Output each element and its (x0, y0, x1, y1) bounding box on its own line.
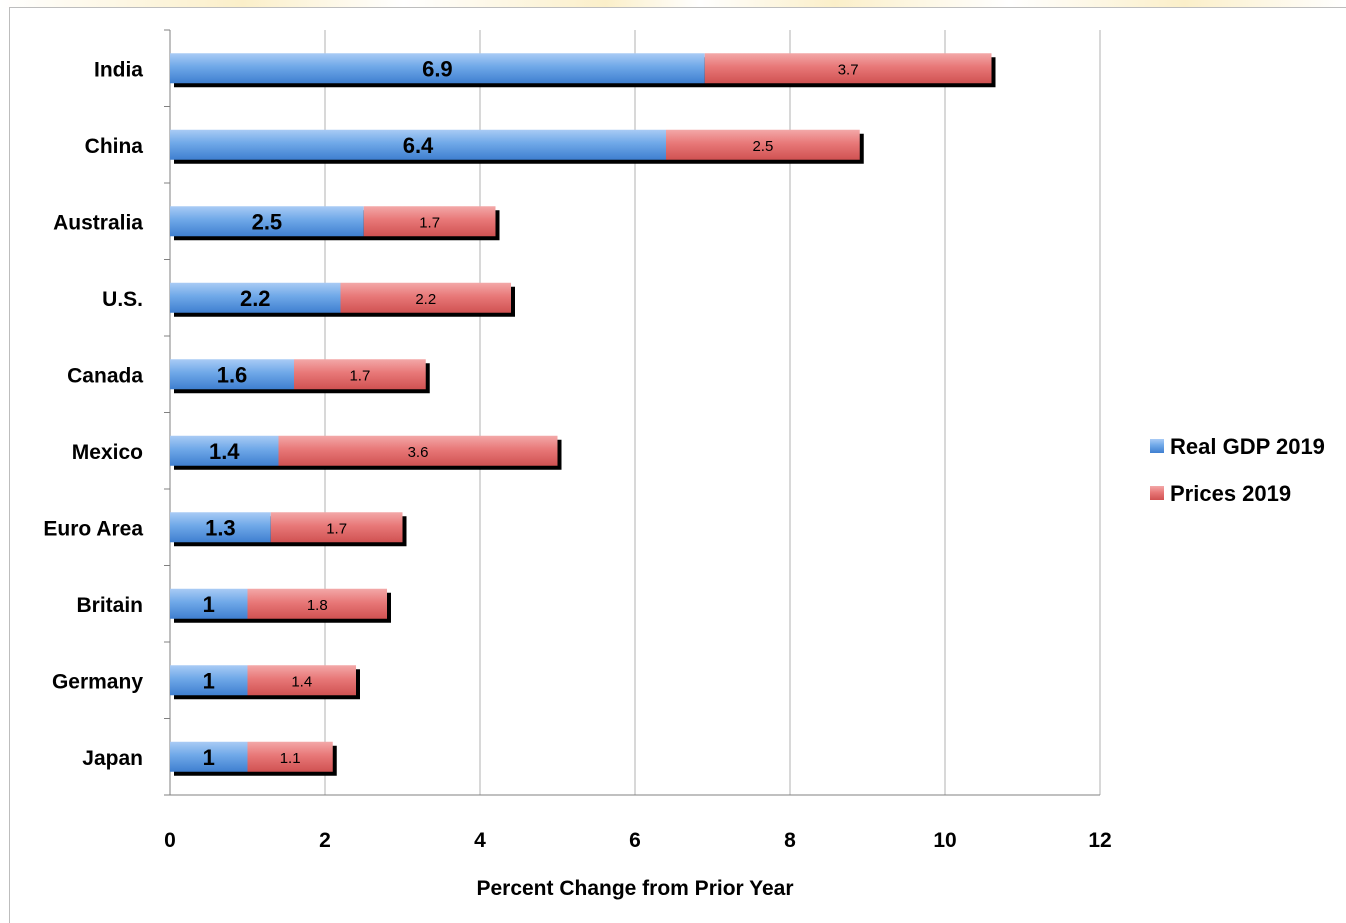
bar-prices (340, 282, 511, 313)
legend-swatch-real-gdp (1150, 439, 1164, 453)
data-label-prices: 1.7 (349, 367, 370, 384)
bar-real-gdp (170, 665, 248, 696)
bar-real-gdp (170, 53, 705, 84)
legend-swatch-prices (1150, 486, 1164, 500)
data-label-real-gdp: 1.6 (217, 362, 248, 387)
data-label-prices: 1.1 (280, 750, 301, 767)
bar-real-gdp (170, 588, 248, 619)
category-label: Britain (76, 594, 143, 617)
bar-real-gdp (170, 741, 248, 772)
bar-prices (704, 53, 992, 84)
bar-prices (247, 741, 333, 772)
x-tick-label: 2 (319, 829, 331, 852)
data-label-real-gdp: 1.3 (205, 515, 236, 540)
category-label: Euro Area (43, 517, 143, 540)
data-label-prices: 1.4 (291, 673, 312, 690)
bar-real-gdp (170, 435, 279, 466)
data-label-prices: 3.7 (838, 61, 859, 78)
data-label-real-gdp: 1 (203, 668, 215, 693)
x-tick-label: 8 (784, 829, 796, 852)
bar-real-gdp (170, 129, 666, 160)
category-label: Germany (52, 670, 143, 693)
category-label: Japan (82, 747, 143, 770)
category-label: Canada (67, 364, 143, 387)
category-label: China (85, 135, 144, 158)
legend-label-real-gdp: Real GDP 2019 (1170, 434, 1325, 459)
x-tick-label: 4 (474, 829, 486, 852)
data-label-prices: 2.5 (752, 138, 773, 155)
data-label-prices: 1.8 (307, 597, 328, 614)
bar-real-gdp (170, 282, 341, 313)
data-label-real-gdp: 1.4 (209, 439, 240, 464)
category-label: Mexico (72, 441, 143, 464)
bar-real-gdp (170, 359, 294, 390)
bar-real-gdp (170, 512, 271, 543)
category-label: U.S. (102, 288, 143, 311)
data-label-real-gdp: 1 (203, 592, 215, 617)
bar-prices (278, 435, 558, 466)
category-label: Australia (53, 211, 143, 234)
x-axis-title: Percent Change from Prior Year (476, 877, 793, 900)
bar-prices (666, 129, 860, 160)
chart-frame (9, 7, 1346, 923)
data-label-prices: 1.7 (326, 520, 347, 537)
top-decor-band (0, 0, 1346, 8)
legend: Real GDP 2019 Prices 2019 (1150, 434, 1325, 506)
data-label-prices: 3.6 (408, 444, 429, 461)
bar-prices (247, 665, 356, 696)
category-label: India (94, 58, 143, 81)
data-label-real-gdp: 6.9 (422, 56, 453, 81)
bar-prices (363, 206, 496, 237)
bar-prices (247, 588, 387, 619)
legend-label-prices: Prices 2019 (1170, 481, 1291, 506)
bar-prices (270, 512, 403, 543)
x-tick-label: 6 (629, 829, 641, 852)
bar-real-gdp (170, 206, 364, 237)
data-label-prices: 2.2 (415, 291, 436, 308)
data-label-real-gdp: 2.2 (240, 286, 271, 311)
x-tick-label: 10 (933, 829, 956, 852)
labels: 0 2 4 6 8 10 12 India 6.9 3.7 China 6.4 2.5 Australia… (43, 56, 1111, 852)
x-tick-label: 0 (164, 829, 176, 852)
data-label-real-gdp: 6.4 (403, 133, 434, 158)
bars (170, 53, 996, 776)
data-label-prices: 1.7 (419, 214, 440, 231)
bar-prices (294, 359, 426, 390)
data-label-real-gdp: 2.5 (252, 209, 283, 234)
x-tick-label: 12 (1088, 829, 1111, 852)
data-label-real-gdp: 1 (203, 745, 215, 770)
